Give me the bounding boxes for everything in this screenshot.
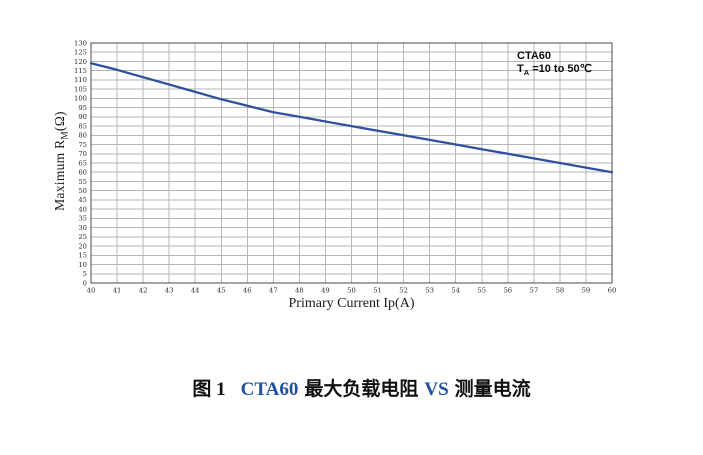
annotation-model-label: CTA60 (517, 50, 552, 62)
svg-text:58: 58 (556, 287, 565, 295)
svg-text:115: 115 (74, 67, 87, 75)
svg-text:25: 25 (78, 233, 87, 241)
svg-text:15: 15 (78, 252, 87, 260)
svg-text:75: 75 (78, 141, 87, 149)
svg-text:55: 55 (78, 178, 87, 186)
svg-text:42: 42 (139, 287, 148, 295)
svg-text:20: 20 (78, 242, 87, 250)
svg-text:50: 50 (347, 287, 356, 295)
svg-text:120: 120 (74, 58, 87, 66)
svg-text:41: 41 (113, 287, 122, 295)
gridlines (90, 42, 613, 284)
caption-text-2: 测量电流 (454, 379, 531, 400)
annotation-temperature-label: TA =10 to 50℃ (517, 63, 592, 78)
svg-text:125: 125 (74, 49, 87, 57)
caption-model: CTA60 (240, 379, 299, 400)
svg-text:57: 57 (530, 287, 539, 295)
svg-text:95: 95 (78, 104, 87, 112)
svg-text:54: 54 (451, 287, 460, 295)
svg-text:51: 51 (373, 287, 382, 295)
svg-text:130: 130 (74, 39, 87, 47)
figure-number: 图 1 (192, 379, 226, 400)
svg-text:56: 56 (503, 287, 512, 295)
svg-text:43: 43 (165, 287, 174, 295)
svg-text:55: 55 (477, 287, 486, 295)
svg-text:100: 100 (74, 95, 87, 103)
svg-text:40: 40 (78, 205, 87, 213)
data-line (89, 62, 614, 174)
svg-text:44: 44 (191, 287, 200, 295)
svg-text:30: 30 (78, 224, 87, 232)
svg-text:45: 45 (217, 287, 226, 295)
svg-text:110: 110 (74, 76, 87, 84)
figure-caption: 图 1 CTA60 最大负载电阻 VS 测量电流 (10, 374, 703, 401)
svg-text:46: 46 (243, 287, 252, 295)
svg-text:0: 0 (83, 279, 87, 287)
svg-text:45: 45 (78, 196, 87, 204)
y-axis-title-text: Maximum R (52, 139, 67, 211)
y-tick-labels: 0510152025303540455055606570758085909510… (74, 39, 87, 287)
series-annotation: CTA60 TA =10 to 50℃ (517, 50, 592, 76)
svg-text:60: 60 (608, 287, 617, 295)
svg-text:105: 105 (74, 85, 87, 93)
svg-text:47: 47 (269, 287, 278, 295)
chart-canvas: 0510152025303540455055606570758085909510… (74, 39, 617, 295)
svg-text:65: 65 (78, 159, 87, 167)
svg-text:49: 49 (321, 287, 330, 295)
plot-border (90, 42, 613, 284)
svg-text:60: 60 (78, 169, 87, 177)
y-axis-title-subscript: M (59, 131, 70, 140)
caption-vs: VS (424, 379, 449, 400)
x-tick-labels: 40 41 42 43 44 45 46 47 48 49 50 51 52 53 54 55 56 57 58 59… (87, 287, 617, 295)
svg-text:40: 40 (87, 287, 96, 295)
svg-text:50: 50 (78, 187, 87, 195)
svg-text:35: 35 (78, 215, 87, 223)
svg-text:70: 70 (78, 150, 87, 158)
svg-text:80: 80 (78, 132, 87, 140)
svg-text:10: 10 (78, 261, 87, 269)
svg-text:48: 48 (295, 287, 304, 295)
svg-text:85: 85 (78, 122, 87, 130)
svg-text:90: 90 (78, 113, 87, 121)
svg-text:52: 52 (399, 287, 408, 295)
y-axis-title: Maximum RM(Ω) (52, 111, 70, 211)
y-axis-title-unit: (Ω) (52, 111, 67, 132)
caption-text-1: 最大负载电阻 (304, 379, 419, 400)
svg-text:59: 59 (582, 287, 591, 295)
svg-text:53: 53 (425, 287, 434, 295)
x-axis-title: Primary Current Ip(A) (288, 296, 415, 311)
svg-text:5: 5 (83, 270, 87, 278)
